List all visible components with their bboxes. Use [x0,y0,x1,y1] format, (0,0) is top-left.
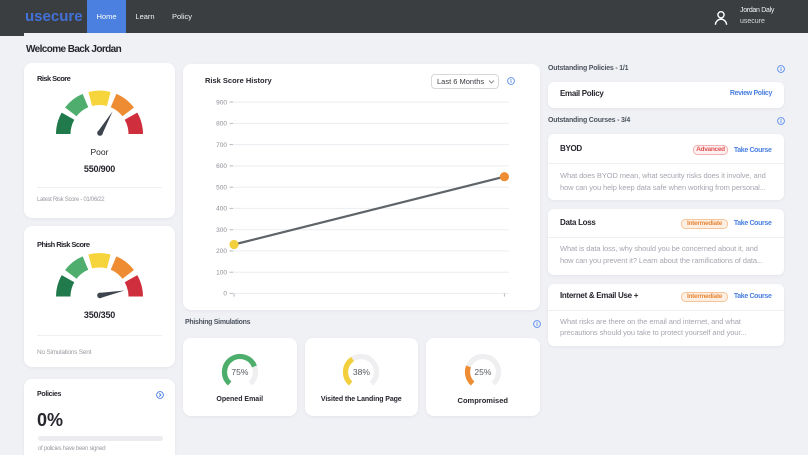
svg-text:300: 300 [216,227,227,234]
svg-text:400: 400 [216,206,227,213]
svg-text:0: 0 [223,291,227,298]
svg-text:500: 500 [216,185,227,192]
svg-text:200: 200 [216,248,227,255]
svg-text:100: 100 [216,270,227,277]
svg-text:600: 600 [216,163,227,170]
svg-text:700: 700 [216,142,227,149]
svg-text:800: 800 [216,121,227,128]
svg-text:900: 900 [216,99,227,106]
